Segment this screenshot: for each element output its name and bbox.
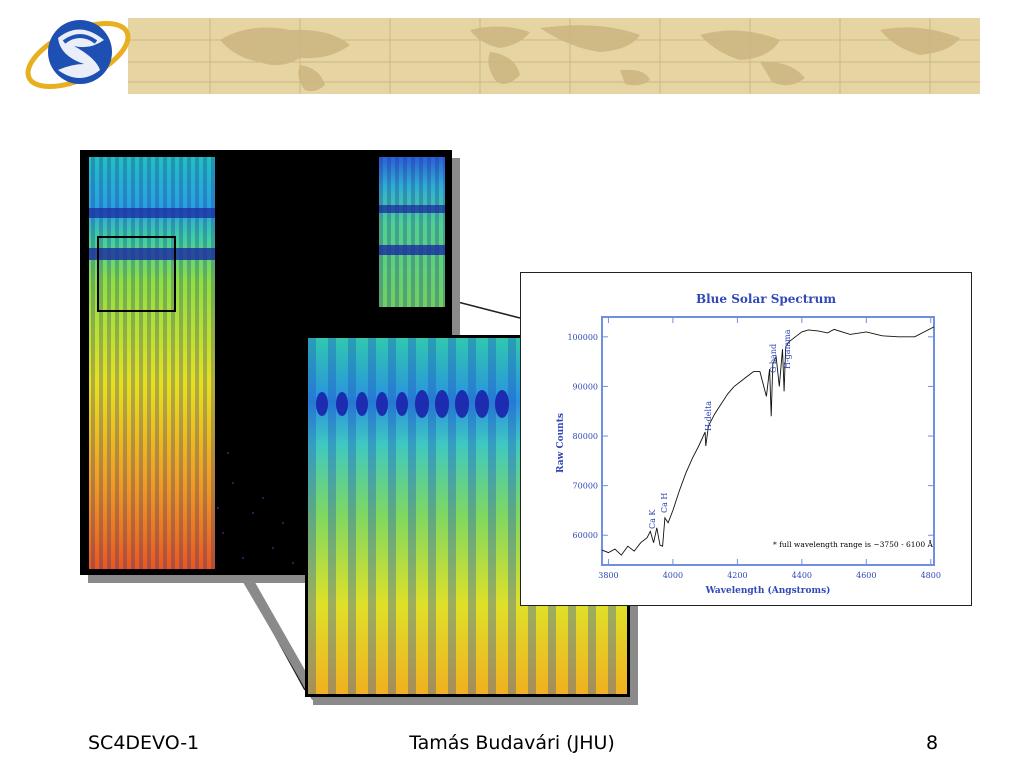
plot-frame — [601, 316, 935, 566]
x-tick-label: 4200 — [727, 571, 747, 580]
world-map-banner — [25, 18, 980, 94]
y-tick-label: 70000 — [573, 482, 598, 491]
x-tick-label: 4600 — [856, 571, 876, 580]
y-axis-label: Raw Counts — [556, 413, 566, 473]
swirl-globe-logo — [25, 20, 131, 90]
annotation-g-band: G band — [769, 344, 778, 373]
annotation-h-delta: H-delta — [704, 401, 713, 431]
annotation-ca-h: Ca H — [660, 493, 669, 513]
blue-solar-spectrum-chart: Blue Solar Spectrum 3800 4000 4200 4400 4600… — [556, 292, 941, 596]
y-tick-label: 100000 — [567, 333, 598, 342]
x-tick-label: 3800 — [598, 571, 618, 580]
annotation-h-gamma: H-gamma — [783, 329, 792, 369]
chart-title: Blue Solar Spectrum — [696, 292, 836, 306]
x-tick-label: 4400 — [792, 571, 812, 580]
y-tick-label: 90000 — [573, 382, 598, 391]
y-tick-label: 80000 — [573, 432, 598, 441]
x-tick-label: 4000 — [663, 571, 683, 580]
annotation-wavelength-range: * full wavelength range is ~3750 - 6100 … — [773, 540, 933, 549]
page-number: 8 — [926, 732, 939, 754]
spectrum-chart-panel: Blue Solar Spectrum 3800 4000 4200 4400 4600… — [520, 272, 972, 606]
y-tick-label: 60000 — [573, 531, 598, 540]
annotation-ca-k: Ca K — [648, 509, 657, 529]
x-axis-label: Wavelength (Angstroms) — [705, 585, 831, 596]
x-tick-label: 4800 — [921, 571, 941, 580]
spectrum-series-line — [601, 326, 935, 556]
footer-left-text: SC4DEVO-1 — [88, 732, 200, 754]
footer-author: Tamás Budavári (JHU) — [409, 732, 615, 754]
